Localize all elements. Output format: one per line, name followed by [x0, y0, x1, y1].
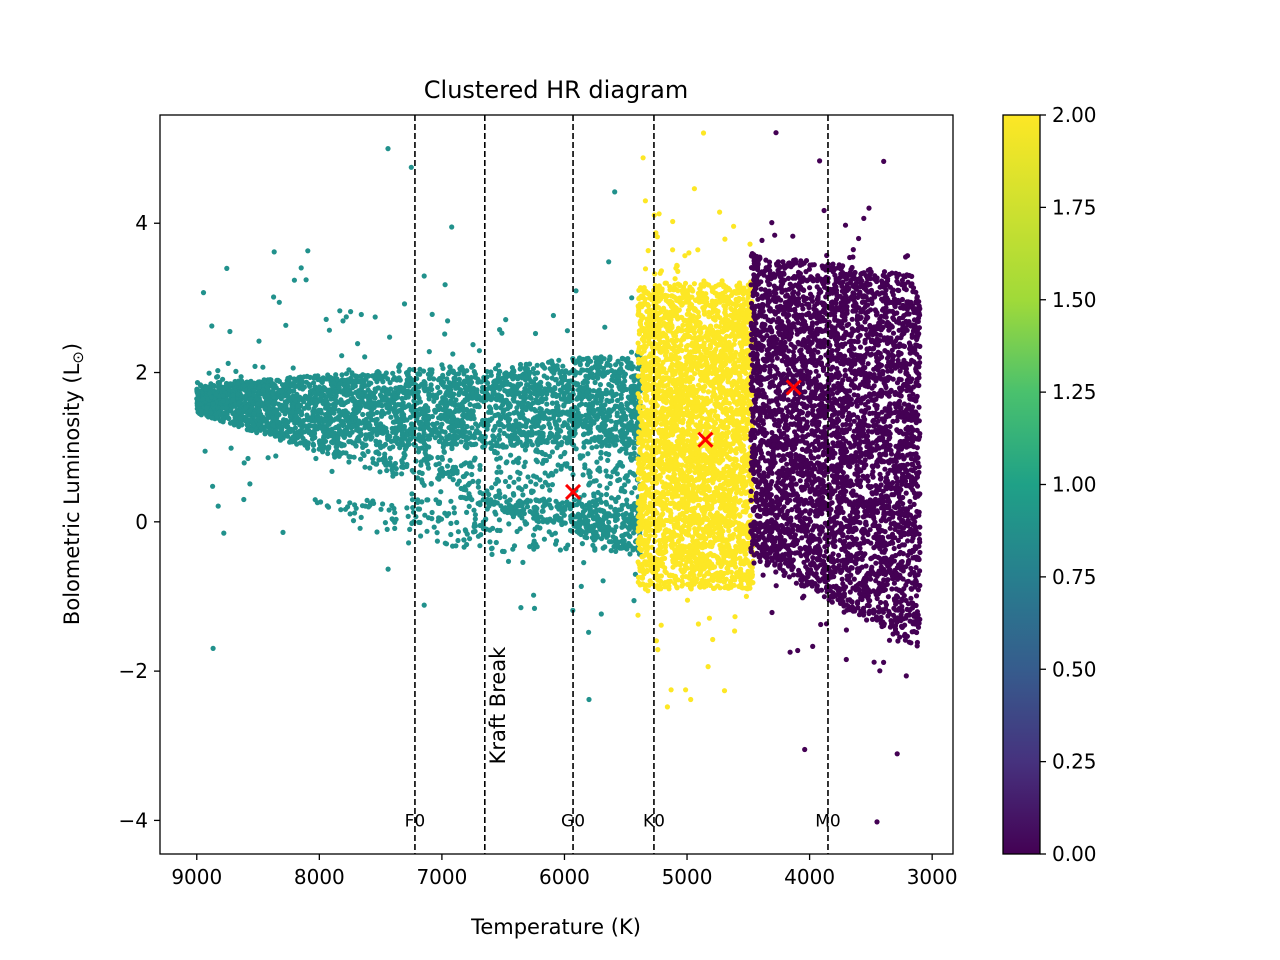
x-tick-label: 7000	[416, 865, 467, 889]
centroid-marker	[697, 431, 714, 448]
centroid-marker	[785, 379, 802, 396]
colorbar-tick-label: 0.75	[1052, 565, 1097, 589]
outlier-point	[802, 746, 808, 753]
cluster-2-points	[635, 130, 756, 694]
x-tick-label: 6000	[539, 865, 590, 889]
colorbar-tick-label: 2.00	[1052, 103, 1097, 127]
reference-line-label: F0	[405, 811, 426, 831]
reference-line-label: Kraft Break	[486, 646, 510, 765]
centroid-markers	[564, 379, 802, 501]
outlier-point	[688, 696, 694, 703]
chart-title: Clustered HR diagram	[424, 76, 688, 104]
colorbar-tick-label: 0.00	[1052, 842, 1097, 866]
colorbar-tick-label: 1.25	[1052, 380, 1097, 404]
y-tick-label: −2	[119, 659, 148, 683]
outlier-point	[914, 472, 921, 478]
colorbar-tick-label: 1.00	[1052, 473, 1097, 497]
outlier-point	[385, 146, 391, 152]
reference-line-label: K0	[643, 811, 665, 831]
scatter-points	[194, 130, 923, 825]
centroid-marker	[564, 483, 582, 501]
reference-line-labels: F0 Kraft Break G0 K0 M0	[405, 646, 841, 832]
outlier-point	[227, 328, 233, 335]
cluster-1-points	[194, 248, 644, 652]
y-axis: −4 −2 0 2 4	[119, 211, 160, 832]
x-axis: 9000 8000 7000 6000 5000 4000 3000	[171, 854, 958, 889]
outlier-point	[664, 704, 671, 710]
reference-line-label: G0	[561, 811, 585, 831]
outlier-point	[612, 189, 618, 195]
outlier-point	[874, 819, 880, 825]
outlier-point	[477, 543, 483, 549]
outlier-point	[408, 164, 414, 170]
colorbar-tick-label: 0.25	[1052, 750, 1097, 774]
outlier-point	[668, 687, 674, 693]
colorbar-tick-label: 1.50	[1052, 288, 1097, 312]
reference-lines	[414, 115, 829, 854]
outlier-point	[586, 696, 592, 703]
y-tick-label: 2	[135, 361, 148, 385]
x-axis-label: Temperature (K)	[470, 915, 641, 939]
x-tick-label: 8000	[294, 865, 345, 889]
x-tick-label: 9000	[171, 865, 222, 889]
colorbar	[1003, 115, 1040, 854]
x-tick-label: 4000	[784, 865, 835, 889]
outlier-point	[642, 198, 649, 204]
outlier-point	[194, 396, 200, 402]
x-tick-label: 3000	[907, 865, 958, 889]
y-axis-label: Bolometric Luminosity (L⊙)	[60, 343, 87, 625]
colorbar-tick-label: 1.75	[1052, 195, 1097, 219]
reference-line-label: M0	[815, 811, 840, 831]
y-tick-label: −4	[119, 808, 148, 832]
colorbar-axis: 0.00 0.25 0.50 0.75 1.00 1.25 1.50 1.75 2.00	[1040, 103, 1097, 866]
plot-frame	[159, 114, 954, 855]
y-tick-label: 0	[135, 510, 148, 534]
y-tick-label: 4	[135, 211, 148, 235]
outlier-point	[449, 224, 455, 230]
x-tick-label: 5000	[662, 865, 713, 889]
colorbar-tick-label: 0.50	[1052, 657, 1097, 681]
